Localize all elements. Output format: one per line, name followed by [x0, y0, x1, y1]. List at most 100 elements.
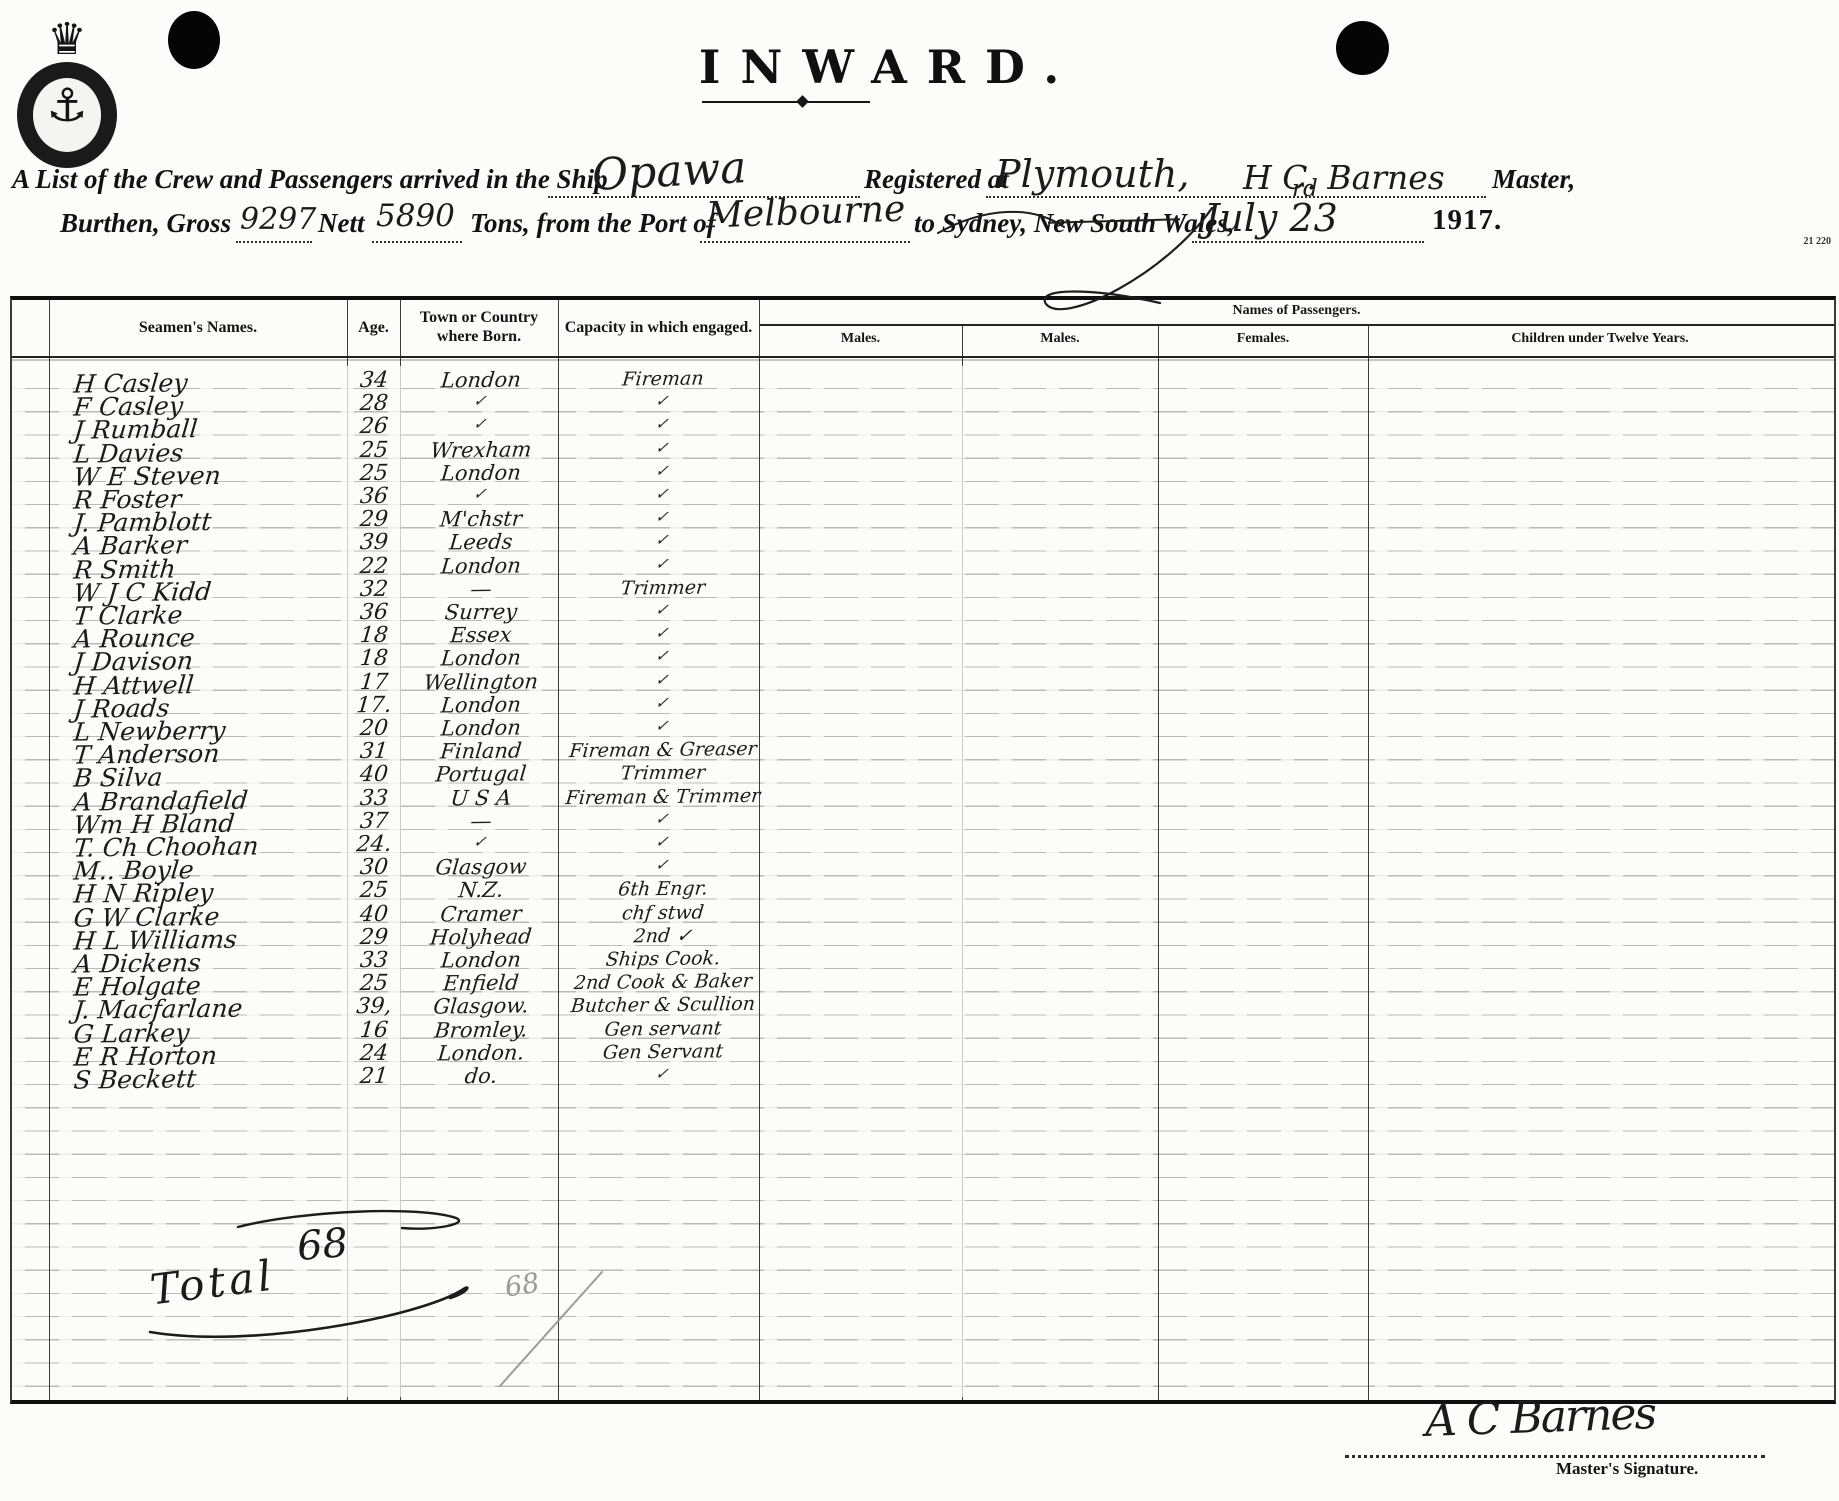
cell-capacity: 2nd ✓	[632, 924, 694, 948]
table-row: T Anderson 31 Finland Fireman & Greaser	[12, 738, 1834, 770]
cell-age: 36	[358, 483, 390, 510]
header-printed-master: Master,	[1492, 164, 1576, 194]
cell-capacity: 2nd Cook & Baker	[573, 970, 753, 995]
cell-born: Surrey	[443, 599, 519, 625]
table-row: B Silva 40 Portugal Trimmer	[12, 761, 1834, 793]
table-row: T Clarke 36 Surrey ✓	[12, 599, 1834, 631]
cell-capacity: ✓	[654, 808, 672, 828]
cell-born: ✓	[472, 831, 490, 852]
cell-age: 26	[358, 414, 390, 440]
title-rule	[702, 101, 870, 103]
cell-born: London	[439, 367, 523, 393]
table-row: L Newberry 20 London ✓	[12, 716, 1834, 747]
table-row: J. Macfarlane 39, Glasgow. Butcher & Sculli…	[12, 993, 1834, 1025]
header-printed-burthen: Burthen, Gross	[60, 208, 232, 238]
cell-capacity: ✓	[654, 507, 672, 527]
table-row: H L Williams 29 Holyhead 2nd ✓	[12, 924, 1834, 955]
passenger-group-header: Names of Passengers.	[1232, 303, 1361, 318]
cell-born: London	[439, 947, 523, 973]
cell-born: Portugal	[434, 761, 528, 787]
cell-born: Enfield	[442, 970, 520, 996]
anchor-icon: ⚓	[46, 78, 88, 132]
cell-born: —	[469, 576, 493, 601]
table-row: M.. Boyle 30 Glasgow ✓	[12, 854, 1834, 886]
cell-born: Wrexham	[429, 436, 533, 463]
punch-hole-icon	[1336, 21, 1389, 75]
form-number: 21 220	[1803, 236, 1832, 247]
nett-tons-field: 5890	[376, 198, 455, 234]
col-header-age: Age.	[358, 319, 389, 336]
table-row: A Dickens 33 London Ships Cook.	[12, 947, 1834, 978]
cell-born: London	[439, 692, 523, 718]
table-row: T. Ch Choohan 24. ✓ ✓	[12, 831, 1834, 862]
cell-capacity: Trimmer	[619, 761, 707, 785]
cell-age: 25	[358, 460, 390, 486]
cell-born: do.	[463, 1063, 499, 1089]
passenger-header-rule	[759, 324, 1834, 326]
cell-age: 36	[358, 599, 390, 626]
cell-born: Finland	[439, 738, 523, 764]
header-printed-nett: Nett	[318, 208, 365, 238]
cell-age: 24	[358, 1040, 390, 1066]
cell-capacity: Gen servant	[603, 1016, 723, 1041]
crown-anchor-crest-icon: ♛ ⚓	[14, 18, 120, 170]
date-field-line	[1192, 238, 1424, 243]
table-row: F Casley 28 ✓ ✓	[12, 391, 1834, 422]
col-header-children: Children under Twelve Years.	[1511, 331, 1689, 346]
cell-born: ✓	[472, 414, 490, 434]
ship-name-field: Opawa	[590, 141, 748, 202]
nett-field-line	[372, 238, 462, 243]
cell-age: 34	[358, 367, 390, 394]
signature-line	[1345, 1452, 1765, 1458]
table-rows: H Casley 34 London Fireman F Casley 28 ✓ ✓ J Rum…	[12, 300, 1834, 1400]
punch-hole-icon	[168, 11, 220, 69]
cell-born: N.Z.	[457, 878, 505, 903]
total-value: 68	[295, 1219, 350, 1271]
table-row: H Attwell 17 Wellington ✓	[12, 669, 1834, 700]
cell-capacity: Ships Cook.	[604, 947, 722, 971]
table-row: A Barker 39 Leeds ✓	[12, 530, 1834, 561]
cell-capacity: ✓	[654, 460, 672, 480]
cell-capacity: ✓	[654, 692, 672, 712]
table-row: A Brandafield 33 U S A Fireman & Trimmer	[12, 784, 1834, 816]
col-header-seamens-names: Seamen's Names.	[138, 319, 258, 336]
cell-born: Glasgow	[434, 854, 528, 880]
year-printed: 1917.	[1432, 204, 1503, 236]
cell-capacity: 6th Engr.	[617, 877, 709, 901]
cell-born: London	[439, 460, 523, 486]
cell-age: 29	[358, 924, 390, 950]
cell-born: London	[439, 553, 523, 579]
cell-age: 17	[358, 669, 390, 695]
cell-capacity: ✓	[654, 437, 672, 457]
cell-age: 40	[358, 762, 390, 788]
table-row: H Casley 34 London Fireman	[12, 367, 1834, 399]
table-row: Wm H Bland 37— ✓	[12, 808, 1834, 839]
cell-age: 25	[358, 878, 390, 904]
table-row: S Beckett 21 do. ✓	[12, 1063, 1834, 1095]
master-signature: A C Barnes	[1424, 1388, 1656, 1447]
cell-born: M'chstr	[438, 506, 524, 532]
ship-field-line	[548, 193, 860, 198]
table-row: J Roads 17. London ✓	[12, 692, 1834, 723]
cell-capacity: ✓	[654, 414, 672, 434]
table-row: R Smith 22 London ✓	[12, 553, 1834, 584]
signature-label: Master's Signature.	[1556, 1459, 1699, 1478]
cell-capacity: ✓	[654, 646, 672, 666]
page-title: INWARD.	[698, 40, 1080, 94]
date-field: July 23	[1204, 196, 1338, 240]
cell-age: 25	[358, 437, 390, 463]
cell-age: 28	[358, 391, 390, 417]
cell-born: —	[469, 808, 493, 833]
cell-name: S Beckett	[72, 1064, 198, 1095]
header-printed-tons-port: Tons, from the Port of	[470, 208, 716, 238]
cell-age: 22	[358, 553, 390, 579]
cell-born: Leeds	[448, 530, 514, 555]
cell-capacity: chf stwd	[621, 901, 705, 925]
table-row: L Davies 25 Wrexham ✓	[12, 436, 1834, 468]
cell-capacity: ✓	[654, 831, 672, 852]
table-row: W J C Kidd 32— Trimmer	[12, 576, 1834, 607]
cell-capacity: Fireman	[621, 367, 705, 391]
cell-age: 31	[358, 739, 390, 765]
table-row: J Davison 18 London ✓	[12, 646, 1834, 677]
